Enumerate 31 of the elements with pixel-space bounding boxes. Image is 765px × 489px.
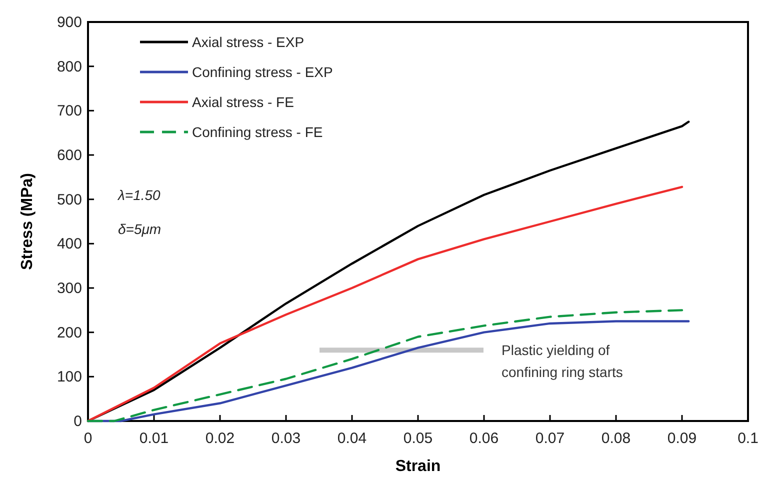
- y-tick-label: 700: [56, 102, 82, 120]
- x-tick-label: 0.01: [139, 430, 169, 447]
- x-tick-label: 0.05: [403, 430, 433, 447]
- y-tick-label: 500: [56, 191, 82, 208]
- y-tick-label: 600: [56, 147, 82, 164]
- x-tick-label: 0.06: [469, 430, 499, 447]
- x-tick-label: 0.1: [738, 430, 758, 447]
- line-series: [86, 186, 684, 422]
- y-tick-label: 200: [56, 324, 82, 342]
- annotation: δ=5μm: [118, 221, 162, 237]
- y-tick-label: 900: [56, 14, 82, 31]
- y-tick-label: 0: [74, 413, 82, 430]
- legend-label: Confining stress - EXP: [192, 64, 333, 80]
- x-tick-label: 0.09: [667, 430, 697, 447]
- legend-label: Axial stress - FE: [192, 94, 294, 110]
- x-tick-label: 0.08: [601, 430, 631, 447]
- y-tick-label: 800: [56, 58, 82, 76]
- annotation: λ=1.50: [117, 187, 161, 203]
- legend-label: Confining stress - FE: [192, 124, 323, 140]
- x-tick-label: 0.03: [271, 430, 301, 447]
- annotation: Plastic yielding of confining ring starts: [502, 342, 623, 380]
- y-tick-label: 300: [56, 280, 82, 297]
- x-tick-label: 0: [84, 430, 92, 447]
- x-tick-label: 0.02: [205, 430, 235, 447]
- x-tick-label: 0.07: [535, 430, 565, 447]
- y-tick-label: 400: [56, 236, 82, 253]
- y-tick-label: 100: [56, 368, 82, 386]
- x-axis-title: Strain: [395, 458, 441, 475]
- x-tick-label: 0.04: [337, 430, 367, 447]
- legend-label: Axial stress - EXP: [192, 34, 304, 50]
- y-axis-title: Stress (MPa): [19, 173, 36, 270]
